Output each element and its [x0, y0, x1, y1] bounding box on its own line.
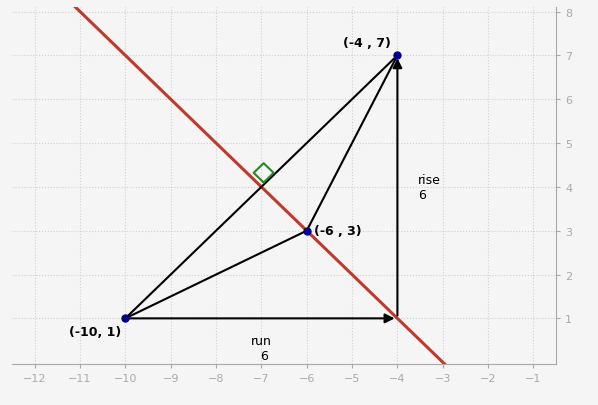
Text: (-10, 1): (-10, 1) — [69, 325, 121, 338]
Text: run
  6: run 6 — [251, 334, 272, 362]
Text: rise
6: rise 6 — [418, 173, 441, 201]
Text: (-4 , 7): (-4 , 7) — [343, 37, 390, 50]
Text: (-6 , 3): (-6 , 3) — [313, 225, 361, 238]
